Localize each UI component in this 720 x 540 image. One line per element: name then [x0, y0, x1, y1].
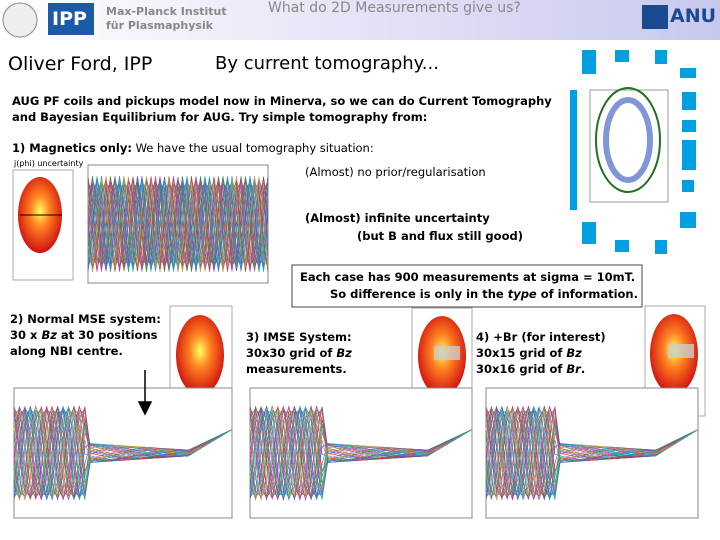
- imse-text: 3) IMSE System: 30x30 grid of Bz measurem…: [246, 329, 411, 377]
- slide-title: What do 2D Measurements give us?: [268, 0, 521, 16]
- mpg-seal: [2, 2, 38, 38]
- plot-label: j(phi) uncertainty: [14, 159, 84, 168]
- text: 30x30 grid of: [246, 346, 337, 360]
- partner-logo: ANU: [670, 5, 717, 27]
- text: We have the usual tomography situation:: [131, 141, 374, 155]
- anu-crest: [642, 5, 668, 29]
- br-text: 4) +Br (for interest) 30x15 grid of Bz 30x…: [476, 329, 646, 377]
- emphasis: type: [507, 287, 537, 301]
- text: So difference is only in the: [330, 287, 508, 301]
- summary-line: So difference is only in the type of inf…: [330, 287, 638, 301]
- plot-decoration: [485, 387, 699, 519]
- emphasis: Bz: [41, 328, 57, 342]
- text: measurements.: [246, 362, 347, 376]
- text: of information.: [536, 287, 638, 301]
- mse-text: 2) Normal MSE system: 30 x Bz at 30 posit…: [10, 311, 170, 359]
- note: (but B and flux still good): [357, 229, 523, 243]
- text: 30 x: [10, 328, 42, 342]
- line: 30x15 grid of Bz: [476, 346, 582, 360]
- logo-line: Max-Planck Institut: [106, 5, 227, 18]
- summary-line: Each case has 900 measurements at sigma …: [300, 270, 636, 284]
- emphasis: Bz: [336, 346, 352, 360]
- plot-decoration: [249, 387, 473, 519]
- right-decoration: [570, 50, 696, 254]
- magnetics-text: 1) Magnetics only: We have the usual tom…: [12, 141, 374, 155]
- author: Oliver Ford, IPP: [8, 53, 153, 75]
- logo-line: für Plasmaphysik: [106, 19, 214, 32]
- plot-decoration: [13, 387, 233, 519]
- heading: 1) Magnetics only:: [12, 141, 132, 155]
- summary-box: [291, 264, 643, 308]
- subtitle: By current tomography...: [215, 53, 439, 74]
- intro-text: AUG PF coils and pickups model now in Mi…: [12, 94, 552, 124]
- tokamak-cross-section: [589, 87, 669, 203]
- header-bar: [0, 0, 720, 40]
- heading: 2) Normal MSE system:: [10, 312, 161, 326]
- text: at 30 positions along NBI centre.: [10, 328, 158, 358]
- profile-image-1: [12, 169, 74, 281]
- plot-decoration: [87, 164, 269, 284]
- line: 30x16 grid of Br.: [476, 362, 586, 376]
- note: (Almost) no prior/regularisation: [305, 165, 486, 179]
- arrow: [137, 370, 153, 416]
- note: (Almost) infinite uncertainty: [305, 211, 490, 225]
- logo-text: IPP: [52, 8, 87, 30]
- heading: 4) +Br (for interest): [476, 330, 606, 344]
- ipp-logo-box: [48, 3, 94, 35]
- heading: 3) IMSE System:: [246, 330, 352, 344]
